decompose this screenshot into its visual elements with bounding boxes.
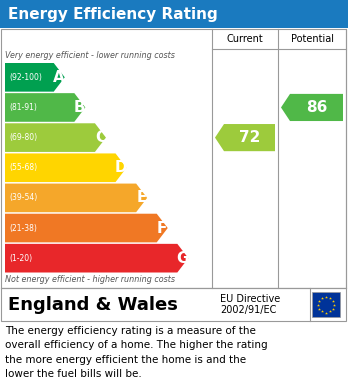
Polygon shape	[281, 94, 343, 121]
Text: EU Directive: EU Directive	[220, 294, 280, 304]
Text: The energy efficiency rating is a measure of the
overall efficiency of a home. T: The energy efficiency rating is a measur…	[5, 326, 268, 379]
Text: (81-91): (81-91)	[9, 103, 37, 112]
Text: D: D	[115, 160, 127, 175]
Text: C: C	[95, 130, 106, 145]
Text: Energy Efficiency Rating: Energy Efficiency Rating	[8, 7, 218, 22]
Text: England & Wales: England & Wales	[8, 296, 178, 314]
Text: (21-38): (21-38)	[9, 224, 37, 233]
Bar	[1, 288, 346, 321]
Polygon shape	[5, 153, 127, 182]
Polygon shape	[5, 63, 65, 91]
Bar	[312, 292, 340, 317]
Text: (92-100): (92-100)	[9, 73, 42, 82]
Polygon shape	[5, 244, 188, 273]
Text: B: B	[74, 100, 86, 115]
Text: (1-20): (1-20)	[9, 254, 32, 263]
Text: A: A	[53, 70, 65, 85]
Text: 86: 86	[306, 100, 327, 115]
Text: 2002/91/EC: 2002/91/EC	[220, 305, 276, 315]
Text: Current: Current	[227, 34, 263, 44]
Polygon shape	[215, 124, 275, 151]
Text: E: E	[136, 190, 147, 205]
Text: Very energy efficient - lower running costs: Very energy efficient - lower running co…	[5, 51, 175, 60]
Text: Potential: Potential	[291, 34, 333, 44]
Text: (69-80): (69-80)	[9, 133, 37, 142]
Bar	[0, 0, 348, 28]
Polygon shape	[5, 123, 106, 152]
Text: G: G	[176, 251, 189, 265]
Text: (39-54): (39-54)	[9, 194, 37, 203]
Polygon shape	[5, 93, 85, 122]
Bar	[1, 29, 346, 288]
Text: 72: 72	[239, 130, 260, 145]
Polygon shape	[5, 183, 147, 212]
Text: (55-68): (55-68)	[9, 163, 37, 172]
Polygon shape	[5, 214, 168, 242]
Text: F: F	[157, 221, 167, 235]
Text: Not energy efficient - higher running costs: Not energy efficient - higher running co…	[5, 275, 175, 284]
